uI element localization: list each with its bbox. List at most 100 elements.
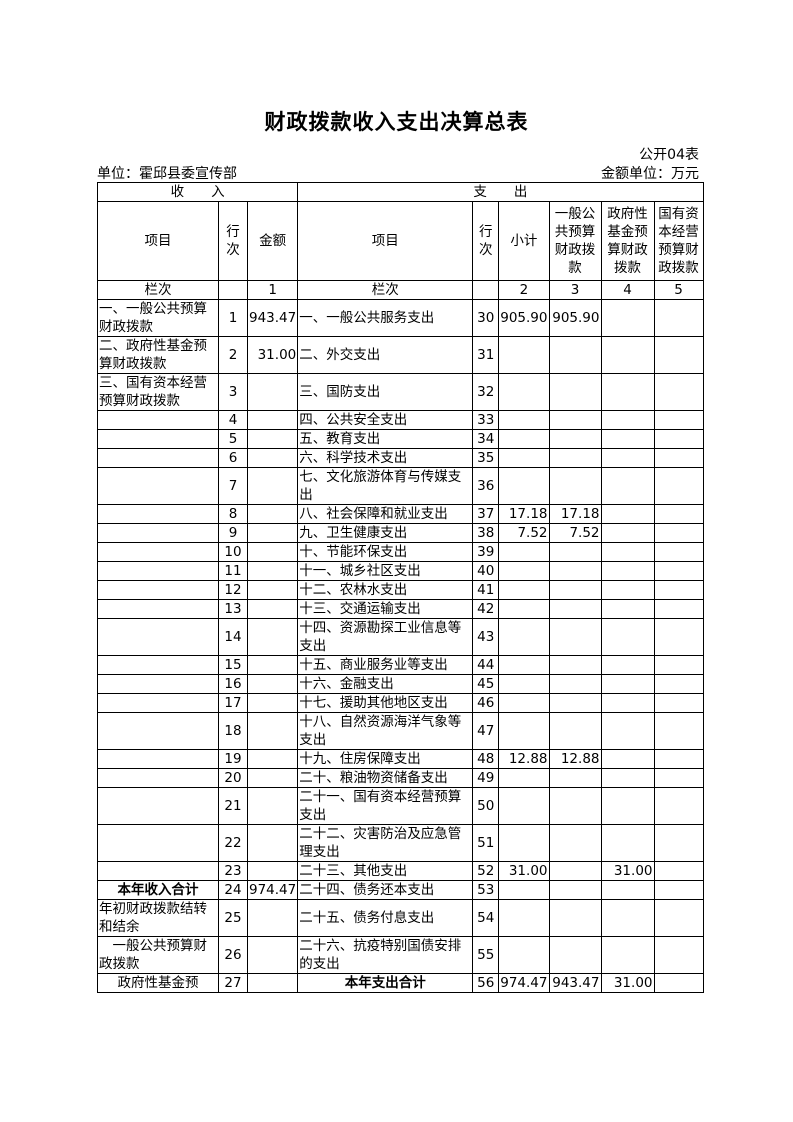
gov-fund-cell xyxy=(600,899,655,937)
gov-fund-cell xyxy=(600,299,655,337)
expense-line-cell: 53 xyxy=(472,880,500,900)
table-row: 16 十六、金融支出 45 xyxy=(97,674,704,694)
subtotal-cell xyxy=(498,410,550,430)
expense-line-cell: 51 xyxy=(472,824,500,862)
income-amount-cell xyxy=(246,899,299,937)
income-amount-cell xyxy=(246,655,299,675)
gov-fund-cell xyxy=(600,655,655,675)
subtotal-cell xyxy=(498,467,550,505)
expense-line-cell: 43 xyxy=(472,618,500,656)
column-label: 栏次 xyxy=(297,280,474,300)
table-row: 11 十一、城乡社区支出 40 xyxy=(97,561,704,581)
income-amount-cell xyxy=(246,373,299,411)
income-amount-cell xyxy=(246,973,299,993)
expense-line-cell: 48 xyxy=(472,749,500,769)
state-capital-cell xyxy=(653,693,704,713)
income-item-cell xyxy=(97,712,219,750)
income-line-cell: 9 xyxy=(218,523,248,543)
state-capital-cell xyxy=(653,973,704,993)
income-amount-cell xyxy=(246,861,299,881)
state-capital-cell xyxy=(653,936,704,974)
form-number: 公开04表 xyxy=(639,147,699,163)
expense-line-cell: 35 xyxy=(472,448,500,468)
income-amount-cell: 974.47 xyxy=(246,880,299,900)
gov-fund-cell xyxy=(600,429,655,449)
income-amount-cell xyxy=(246,787,299,825)
table-row: 三、国有资本经营预算财政拨款 3 三、国防支出 32 xyxy=(97,373,704,411)
income-amount-cell xyxy=(246,824,299,862)
expense-line-cell: 46 xyxy=(472,693,500,713)
income-item-cell xyxy=(97,523,219,543)
general-budget-cell xyxy=(548,674,602,694)
subtotal-cell xyxy=(498,373,550,411)
subtotal-header: 小计 xyxy=(498,201,550,281)
expense-line-cell: 38 xyxy=(472,523,500,543)
general-budget-cell: 12.88 xyxy=(548,749,602,769)
income-line-cell: 15 xyxy=(218,655,248,675)
expense-line-cell: 49 xyxy=(472,768,500,788)
gov-fund-cell xyxy=(600,693,655,713)
expense-item-cell: 十三、交通运输支出 xyxy=(297,599,474,619)
column-number-5: 5 xyxy=(653,280,704,300)
amount-unit: 金额单位：万元 xyxy=(601,166,699,182)
table-row: 年初财政拨款结转和结余 25 二十五、债务付息支出 54 xyxy=(97,899,704,937)
state-capital-cell xyxy=(653,429,704,449)
income-amount-cell xyxy=(246,768,299,788)
expense-item-cell: 十二、农林水支出 xyxy=(297,580,474,600)
income-amount-cell xyxy=(246,712,299,750)
table-row: 10 十、节能环保支出 39 xyxy=(97,542,704,562)
expense-line-header: 行次 xyxy=(472,201,500,281)
general-budget-cell xyxy=(548,599,602,619)
income-item-cell xyxy=(97,561,219,581)
table-row: 17 十七、援助其他地区支出 46 xyxy=(97,693,704,713)
expense-item-cell: 二、外交支出 xyxy=(297,336,474,374)
income-line-cell: 11 xyxy=(218,561,248,581)
gov-fund-cell xyxy=(600,336,655,374)
expense-line-cell: 36 xyxy=(472,467,500,505)
empty-cell xyxy=(472,280,500,300)
expense-item-cell: 二十三、其他支出 xyxy=(297,861,474,881)
state-capital-cell xyxy=(653,299,704,337)
income-line-cell: 1 xyxy=(218,299,248,337)
expense-item-cell: 二十六、抗疫特别国债安排的支出 xyxy=(297,936,474,974)
general-budget-header: 一般公共预算财政拨款 xyxy=(548,201,602,281)
income-amount-cell xyxy=(246,467,299,505)
income-amount-cell xyxy=(246,580,299,600)
gov-fund-cell xyxy=(600,936,655,974)
expense-item-cell: 十、节能环保支出 xyxy=(297,542,474,562)
table-row: 21 二十一、国有资本经营预算支出 50 xyxy=(97,787,704,825)
income-item-cell xyxy=(97,542,219,562)
general-budget-cell: 905.90 xyxy=(548,299,602,337)
general-budget-cell: 17.18 xyxy=(548,504,602,524)
income-line-cell: 2 xyxy=(218,336,248,374)
column-number-4: 4 xyxy=(600,280,655,300)
income-line-cell: 7 xyxy=(218,467,248,505)
general-budget-cell xyxy=(548,693,602,713)
income-line-cell: 8 xyxy=(218,504,248,524)
expense-item-cell: 二十、粮油物资储备支出 xyxy=(297,768,474,788)
expense-line-cell: 47 xyxy=(472,712,500,750)
income-amount-cell xyxy=(246,618,299,656)
gov-fund-cell xyxy=(600,504,655,524)
subtotal-cell: 974.47 xyxy=(498,973,550,993)
expense-item-cell: 二十四、债务还本支出 xyxy=(297,880,474,900)
gov-fund-cell: 31.00 xyxy=(600,861,655,881)
subtotal-cell xyxy=(498,655,550,675)
reporting-unit: 单位：霍邱县委宣传部 xyxy=(97,166,237,182)
income-line-cell: 4 xyxy=(218,410,248,430)
income-item-cell: 二、政府性基金预算财政拨款 xyxy=(97,336,219,374)
state-capital-cell xyxy=(653,899,704,937)
table-row: 13 十三、交通运输支出 42 xyxy=(97,599,704,619)
income-line-cell: 25 xyxy=(218,899,248,937)
expense-line-cell: 32 xyxy=(472,373,500,411)
subtotal-cell xyxy=(498,899,550,937)
table-row: 5 五、教育支出 34 xyxy=(97,429,704,449)
subtotal-cell: 7.52 xyxy=(498,523,550,543)
income-line-cell: 6 xyxy=(218,448,248,468)
expense-item-cell: 十一、城乡社区支出 xyxy=(297,561,474,581)
gov-fund-cell xyxy=(600,410,655,430)
expense-item-cell: 九、卫生健康支出 xyxy=(297,523,474,543)
state-capital-cell xyxy=(653,336,704,374)
expense-line-cell: 56 xyxy=(472,973,500,993)
expense-item-cell: 四、公共安全支出 xyxy=(297,410,474,430)
